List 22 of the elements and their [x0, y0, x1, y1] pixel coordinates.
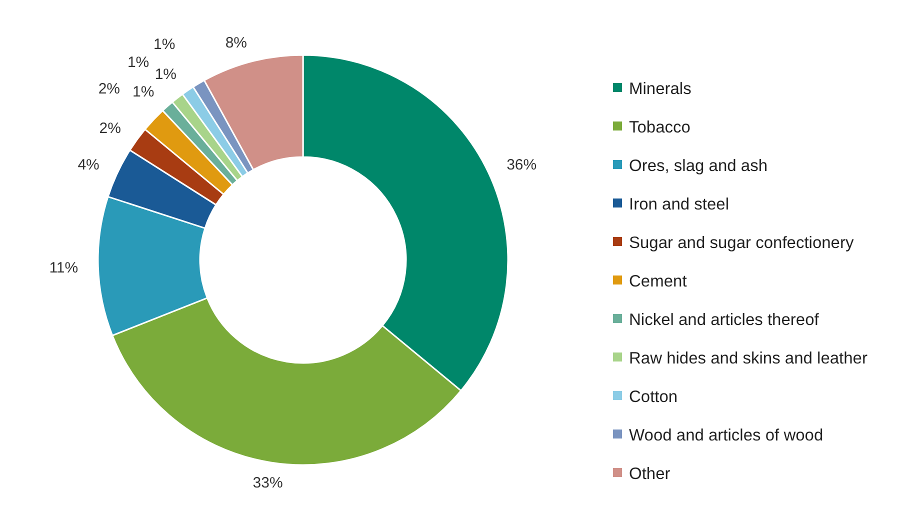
legend-label: Iron and steel [629, 195, 729, 214]
data-label: 1% [154, 36, 176, 54]
legend-label: Raw hides and skins and leather [629, 349, 868, 368]
legend-label: Tobacco [629, 118, 690, 136]
legend-label: Minerals [629, 80, 692, 98]
data-label: 11% [49, 259, 78, 276]
data-label: 2% [99, 120, 121, 137]
data-label: 8% [225, 34, 248, 52]
legend-label: Sugar and sugar confectionery [629, 234, 854, 252]
data-label: 33% [252, 474, 283, 492]
data-label: 2% [98, 80, 120, 98]
legend-label: Other [629, 464, 671, 483]
legend-label: Ores, slag and ash [629, 156, 768, 175]
legend-label: Cotton [629, 388, 678, 406]
data-label: 1% [132, 83, 154, 100]
data-label: 4% [78, 156, 100, 174]
legend-label: Cement [629, 272, 688, 290]
data-label: 1% [154, 66, 177, 84]
data-label: 1% [127, 54, 150, 71]
legend-label: Nickel and articles thereof [629, 310, 820, 329]
data-label: 36% [506, 156, 537, 174]
legend-label: Wood and articles of wood [629, 426, 824, 444]
